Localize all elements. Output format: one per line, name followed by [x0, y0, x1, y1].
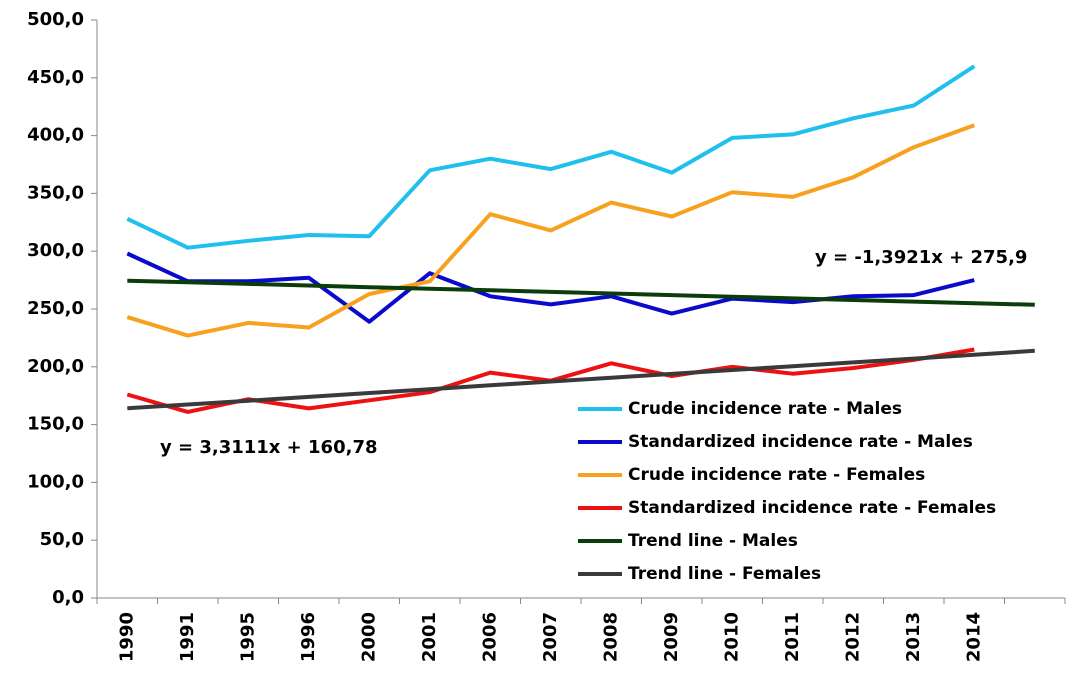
- x-tick-label: 2010: [721, 612, 742, 662]
- y-tick-label: 100,0: [27, 471, 84, 492]
- series-line: [126, 64, 976, 250]
- legend-label: Crude incidence rate - Males: [628, 399, 902, 419]
- annotation: y = 3,3111x + 160,78: [160, 437, 378, 458]
- legend-label: Standardized incidence rate - Males: [628, 432, 973, 452]
- x-tick-label: 1990: [116, 612, 137, 662]
- series-line: [127, 348, 1035, 411]
- x-tick-label: 2009: [661, 612, 682, 662]
- x-tick-label: 2014: [963, 612, 984, 662]
- x-tick-label: 2007: [540, 612, 561, 662]
- legend-box: [572, 393, 1063, 593]
- series-line: [127, 278, 1035, 307]
- y-tick-label: 450,0: [27, 67, 84, 88]
- legend-label: Standardized incidence rate - Females: [628, 498, 996, 518]
- x-tick-label: 1991: [177, 612, 198, 662]
- x-tick-label: 2008: [600, 612, 621, 662]
- x-tick-label: 2006: [479, 612, 500, 662]
- x-tick-label: 2001: [419, 612, 440, 662]
- legend-label: Trend line - Females: [628, 564, 821, 584]
- legend-label: Trend line - Males: [628, 531, 798, 551]
- x-tick-label: 2011: [782, 612, 803, 662]
- y-tick-label: 500,0: [27, 9, 84, 30]
- y-tick-label: 350,0: [27, 182, 84, 203]
- y-tick-label: 250,0: [27, 298, 84, 319]
- annotation: y = -1,3921x + 275,9: [815, 247, 1027, 268]
- x-tick-label: 1995: [237, 612, 258, 662]
- x-tick-label: 2012: [842, 612, 863, 662]
- x-tick-label: 2000: [358, 612, 379, 662]
- legend-label: Crude incidence rate - Females: [628, 465, 925, 485]
- y-tick-label: 200,0: [27, 356, 84, 377]
- y-tick-label: 0,0: [52, 587, 84, 608]
- x-tick-label: 1996: [298, 612, 319, 662]
- y-tick-label: 400,0: [27, 125, 84, 146]
- series-line: [126, 123, 975, 338]
- y-tick-label: 150,0: [27, 414, 84, 435]
- y-tick-label: 300,0: [27, 240, 84, 261]
- y-tick-label: 50,0: [40, 529, 84, 550]
- x-tick-label: 2013: [903, 612, 924, 662]
